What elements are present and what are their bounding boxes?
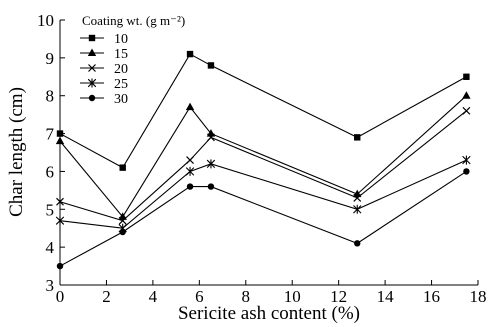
x-tick-label: 4 [149, 287, 158, 306]
data-point [56, 197, 64, 206]
data-point [353, 194, 362, 202]
legend-item: 10 [80, 32, 128, 47]
data-point [119, 228, 126, 236]
legend-marker [88, 94, 96, 102]
legend-title: Coating wt. (g m⁻²) [82, 13, 185, 28]
x-tick-label: 16 [423, 287, 440, 306]
y-tick-label: 5 [46, 200, 55, 219]
data-point [353, 204, 362, 214]
x-tick-label: 14 [377, 287, 395, 306]
legend-marker [87, 48, 97, 56]
data-point [354, 134, 361, 141]
data-point [185, 102, 195, 111]
legend-marker [87, 78, 97, 88]
data-point [186, 183, 194, 190]
data-point [463, 73, 470, 80]
y-tick-label: 3 [46, 276, 55, 295]
series-line [59, 170, 467, 267]
x-tick-label: 0 [56, 287, 65, 306]
data-point [207, 133, 215, 142]
series-20 [56, 106, 471, 225]
x-tick-label: 2 [102, 287, 111, 306]
data-point [185, 166, 195, 176]
y-tick-label: 7 [46, 125, 55, 144]
y-tick-label: 4 [46, 238, 55, 257]
data-point [186, 156, 194, 164]
data-point [55, 216, 65, 226]
data-point [462, 155, 471, 165]
legend-item: 30 [80, 92, 128, 107]
series-30 [56, 168, 470, 270]
data-point [118, 216, 127, 225]
legend-item: 20 [80, 62, 128, 77]
x-tick-label: 10 [284, 287, 301, 306]
y-tick-label: 9 [46, 49, 55, 68]
y-axis-title: Char length (cm) [6, 87, 27, 217]
legend-marker [88, 34, 96, 42]
data-point [119, 164, 126, 171]
data-point [56, 262, 64, 270]
data-point [207, 62, 215, 69]
legend-marker [88, 64, 96, 72]
legend-item: 15 [80, 47, 128, 62]
legend-label: 25 [114, 77, 128, 92]
data-point [462, 91, 471, 99]
series-line [59, 159, 467, 229]
y-tick-label: 8 [46, 87, 55, 106]
legend-label: 15 [114, 47, 128, 62]
series-line [59, 53, 467, 169]
series-line [59, 110, 467, 222]
x-tick-label: 6 [195, 287, 204, 306]
legend-label: 30 [114, 92, 128, 107]
legend-label: 20 [114, 62, 128, 77]
x-tick-label: 18 [470, 287, 487, 306]
legend-item: 25 [80, 77, 128, 92]
x-axis-title: Sericite ash content (%) [178, 303, 360, 324]
series-10 [56, 50, 470, 171]
data-point [207, 183, 215, 190]
data-point [56, 130, 64, 137]
x-tick-label: 12 [330, 287, 347, 306]
series-line [59, 95, 467, 218]
ticks: 0 2 4 6 8 10 12 14 16 18 3 4 5 6 7 8 9 10 [37, 11, 487, 306]
axes [59, 20, 478, 286]
data-point [55, 136, 65, 145]
legend-label: 10 [114, 32, 128, 47]
series-25 [55, 155, 471, 233]
series-15 [55, 91, 471, 220]
data-point [206, 159, 216, 169]
data-point [463, 168, 470, 175]
y-tick-label: 6 [46, 162, 55, 181]
data-point [462, 106, 471, 115]
series-layer [55, 50, 471, 270]
data-point [354, 240, 361, 247]
y-tick-label: 10 [37, 11, 54, 30]
data-point [186, 50, 194, 58]
x-tick-label: 8 [242, 287, 251, 306]
